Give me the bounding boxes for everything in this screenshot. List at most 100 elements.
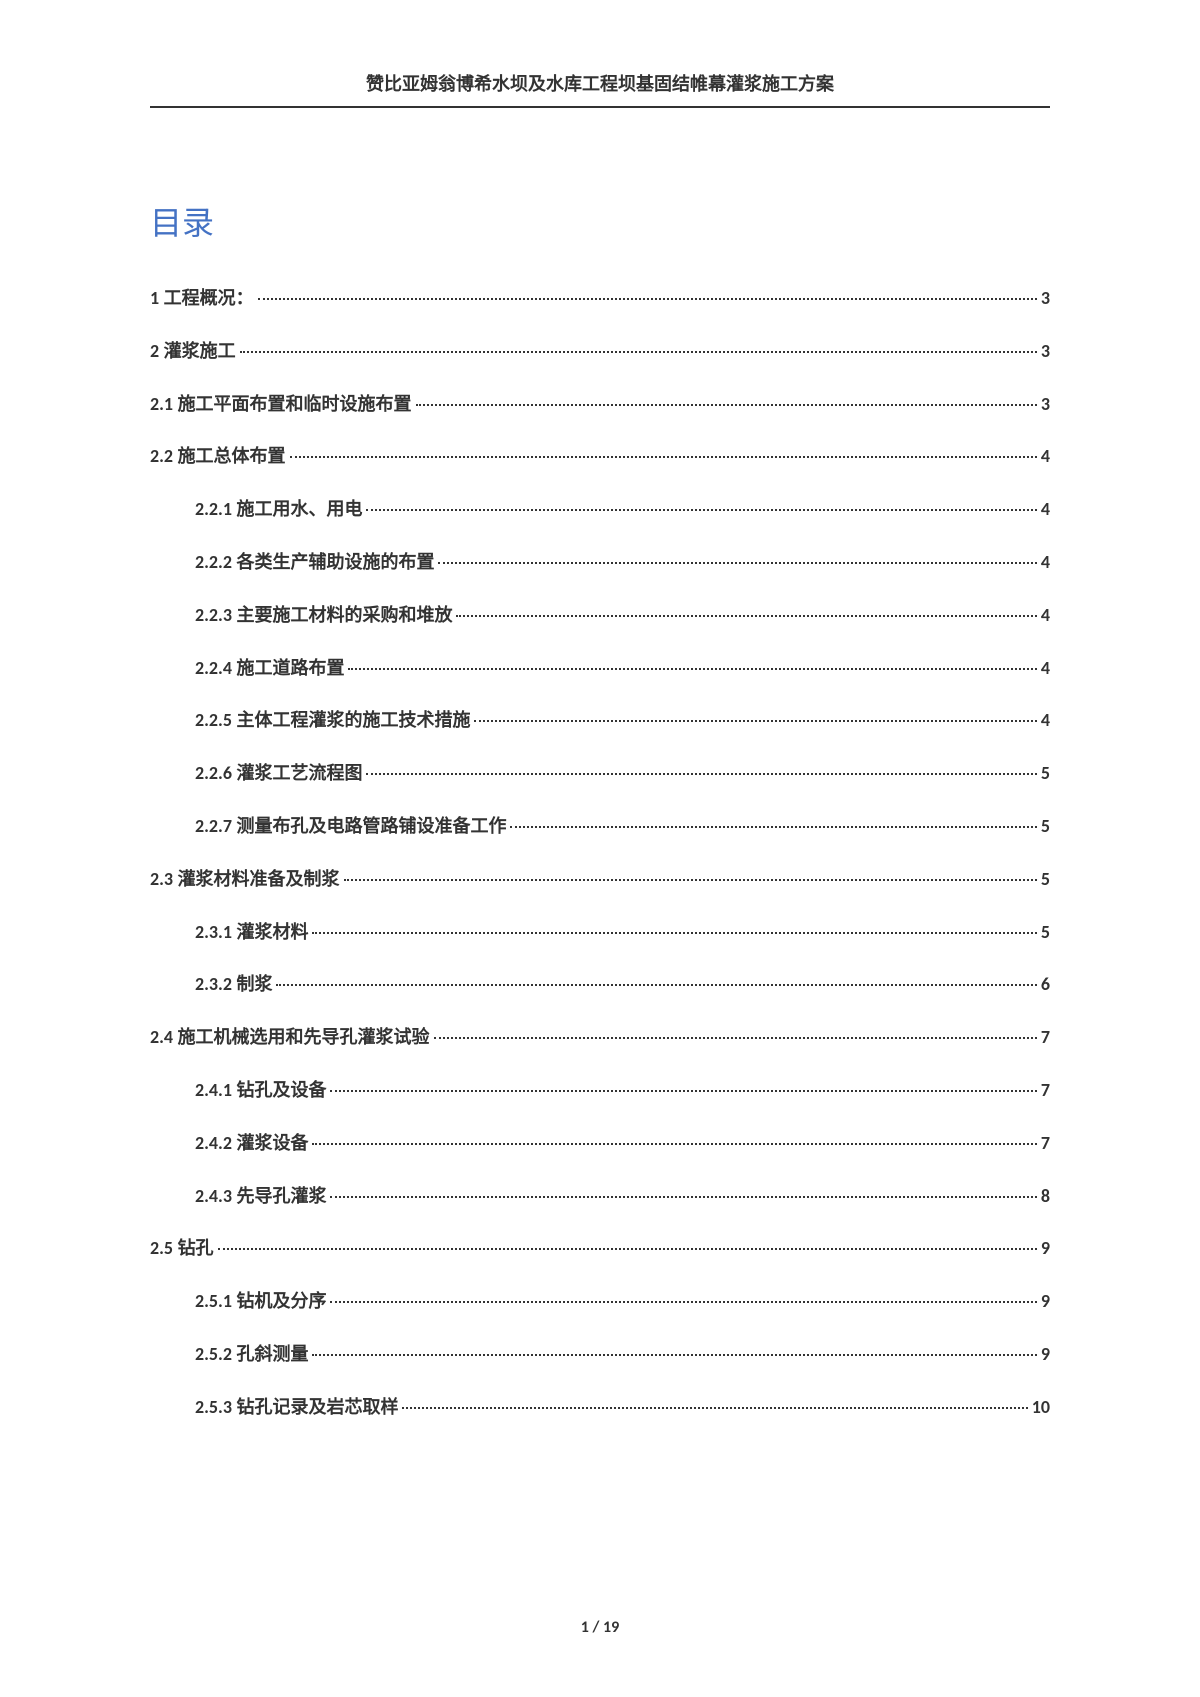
toc-leader-dots	[218, 1248, 1037, 1250]
toc-entry-number: 2	[150, 340, 159, 362]
toc-entry-number: 2.2.5	[195, 709, 232, 731]
toc-leader-dots	[312, 1143, 1036, 1145]
page-footer: 1 / 19	[0, 1618, 1200, 1637]
toc-entry-number: 2.5.1	[195, 1290, 232, 1312]
toc-entry-page: 5	[1041, 812, 1050, 841]
toc-leader-dots	[438, 562, 1036, 564]
toc-entry-label: 2.4 施工机械选用和先导孔灌浆试验	[150, 1023, 430, 1052]
toc-entry[interactable]: 2.1 施工平面布置和临时设施布置 3	[150, 390, 1050, 419]
toc-entry-page: 10	[1032, 1393, 1050, 1422]
toc-entry-text: 钻孔	[173, 1238, 214, 1258]
toc-entry-text: 钻孔记录及岩芯取样	[232, 1397, 399, 1417]
toc-entry-label: 2.3.2 制浆	[195, 970, 272, 999]
toc-entry-page: 4	[1041, 548, 1050, 577]
toc-entry-number: 2.5	[150, 1237, 173, 1259]
toc-entry[interactable]: 2.2.6 灌浆工艺流程图5	[150, 759, 1050, 788]
toc-entry-page: 7	[1041, 1023, 1050, 1052]
toc-entry[interactable]: 2.4.3 先导孔灌浆8	[150, 1182, 1050, 1211]
toc-entry[interactable]: 2 灌浆施工3	[150, 337, 1050, 366]
toc-entry-text: 各类生产辅助设施的布置	[232, 552, 435, 572]
toc-entry-label: 2.5.3 钻孔记录及岩芯取样	[195, 1393, 398, 1422]
toc-entry[interactable]: 2.2.3 主要施工材料的采购和堆放4	[150, 601, 1050, 630]
toc-entry-page: 4	[1041, 442, 1050, 471]
toc-entry[interactable]: 2.3.1 灌浆材料5	[150, 918, 1050, 947]
toc-entry[interactable]: 2.5.1 钻机及分序9	[150, 1287, 1050, 1316]
toc-entry-label: 2.5.2 孔斜测量	[195, 1340, 308, 1369]
toc-entry-label: 2.2.7 测量布孔及电路管路铺设准备工作	[195, 812, 506, 841]
toc-entry-page: 7	[1041, 1129, 1050, 1158]
toc-entry-text: 先导孔灌浆	[232, 1186, 327, 1206]
toc-entry[interactable]: 2.4 施工机械选用和先导孔灌浆试验 7	[150, 1023, 1050, 1052]
toc-entry-label: 2.4.2 灌浆设备	[195, 1129, 308, 1158]
toc-entry-text: 灌浆工艺流程图	[232, 763, 363, 783]
toc-entry-text: 灌浆设备	[232, 1133, 309, 1153]
toc-entry-label: 2.3.1 灌浆材料	[195, 918, 308, 947]
toc-entry[interactable]: 2.4.2 灌浆设备 7	[150, 1129, 1050, 1158]
toc-entry-label: 2.2 施工总体布置	[150, 442, 286, 471]
toc-leader-dots	[402, 1407, 1027, 1409]
toc-entry[interactable]: 2.2.4 施工道路布置 4	[150, 654, 1050, 683]
toc-entry[interactable]: 2.2.2 各类生产辅助设施的布置 4	[150, 548, 1050, 577]
toc-entry[interactable]: 2.4.1 钻孔及设备 7	[150, 1076, 1050, 1105]
toc-entry-number: 1	[150, 287, 159, 309]
toc-entry-label: 2.5 钻孔	[150, 1234, 214, 1263]
toc-entry-label: 2.2.4 施工道路布置	[195, 654, 344, 683]
toc-entry-number: 2.2.1	[195, 498, 232, 520]
toc-entry-page: 5	[1041, 865, 1050, 894]
toc-entry-text: 施工平面布置和临时设施布置	[173, 394, 412, 414]
toc-entry-text: 施工机械选用和先导孔灌浆试验	[173, 1027, 430, 1047]
toc-leader-dots	[240, 351, 1037, 353]
toc-leader-dots	[312, 932, 1036, 934]
toc-leader-dots	[456, 615, 1036, 617]
toc-leader-dots	[344, 879, 1037, 881]
toc-entry-page: 9	[1041, 1340, 1050, 1369]
toc-entry-number: 2.5.3	[195, 1396, 232, 1418]
toc-leader-dots	[474, 720, 1036, 722]
toc-leader-dots	[510, 826, 1036, 828]
toc-entry-label: 2.1 施工平面布置和临时设施布置	[150, 390, 412, 419]
toc-entry[interactable]: 2.3.2 制浆6	[150, 970, 1050, 999]
toc-entry-text: 灌浆材料准备及制浆	[173, 869, 340, 889]
toc-leader-dots	[434, 1037, 1037, 1039]
toc-entry-text: 工程概况：	[159, 288, 254, 308]
toc-list: 1 工程概况： 3 2 灌浆施工3 2.1 施工平面布置和临时设施布置 3 2.2 施工总…	[150, 284, 1050, 1422]
toc-entry[interactable]: 2.5.2 孔斜测量 9	[150, 1340, 1050, 1369]
toc-entry-number: 2.4.3	[195, 1185, 232, 1207]
toc-heading: 目录	[150, 198, 1050, 244]
toc-entry[interactable]: 2.5.3 钻孔记录及岩芯取样 10	[150, 1393, 1050, 1422]
toc-entry-page: 4	[1041, 495, 1050, 524]
toc-entry[interactable]: 2.2.1 施工用水、用电 4	[150, 495, 1050, 524]
toc-leader-dots	[330, 1090, 1036, 1092]
toc-entry-label: 2.4.1 钻孔及设备	[195, 1076, 326, 1105]
toc-entry-page: 3	[1041, 284, 1050, 313]
toc-entry-label: 2 灌浆施工	[150, 337, 236, 366]
toc-entry-number: 2.2.3	[195, 604, 232, 626]
toc-leader-dots	[258, 298, 1037, 300]
toc-entry-page: 9	[1041, 1287, 1050, 1316]
toc-entry[interactable]: 2.5 钻孔9	[150, 1234, 1050, 1263]
toc-entry-page: 3	[1041, 390, 1050, 419]
toc-entry-text: 主要施工材料的采购和堆放	[232, 605, 453, 625]
toc-entry-text: 主体工程灌浆的施工技术措施	[232, 710, 471, 730]
toc-entry-text: 测量布孔及电路管路铺设准备工作	[232, 816, 507, 836]
toc-entry[interactable]: 2.2.7 测量布孔及电路管路铺设准备工作 5	[150, 812, 1050, 841]
toc-entry-label: 2.2.5 主体工程灌浆的施工技术措施	[195, 706, 470, 735]
toc-entry-number: 2.3	[150, 868, 173, 890]
toc-entry-text: 灌浆施工	[159, 341, 236, 361]
toc-entry-number: 2.1	[150, 393, 173, 415]
toc-leader-dots	[416, 404, 1037, 406]
toc-entry[interactable]: 2.2 施工总体布置 4	[150, 442, 1050, 471]
toc-entry-page: 7	[1041, 1076, 1050, 1105]
toc-entry[interactable]: 2.3 灌浆材料准备及制浆 5	[150, 865, 1050, 894]
toc-entry-text: 施工用水、用电	[232, 499, 363, 519]
toc-entry-number: 2.2.2	[195, 551, 232, 573]
toc-leader-dots	[312, 1354, 1036, 1356]
toc-entry[interactable]: 2.2.5 主体工程灌浆的施工技术措施4	[150, 706, 1050, 735]
toc-entry-number: 2.2.7	[195, 815, 232, 837]
toc-entry-text: 孔斜测量	[232, 1344, 309, 1364]
toc-entry-page: 4	[1041, 654, 1050, 683]
toc-entry[interactable]: 1 工程概况： 3	[150, 284, 1050, 313]
toc-entry-number: 2.5.2	[195, 1343, 232, 1365]
toc-entry-number: 2.3.1	[195, 921, 232, 943]
toc-entry-number: 2.4.2	[195, 1132, 232, 1154]
